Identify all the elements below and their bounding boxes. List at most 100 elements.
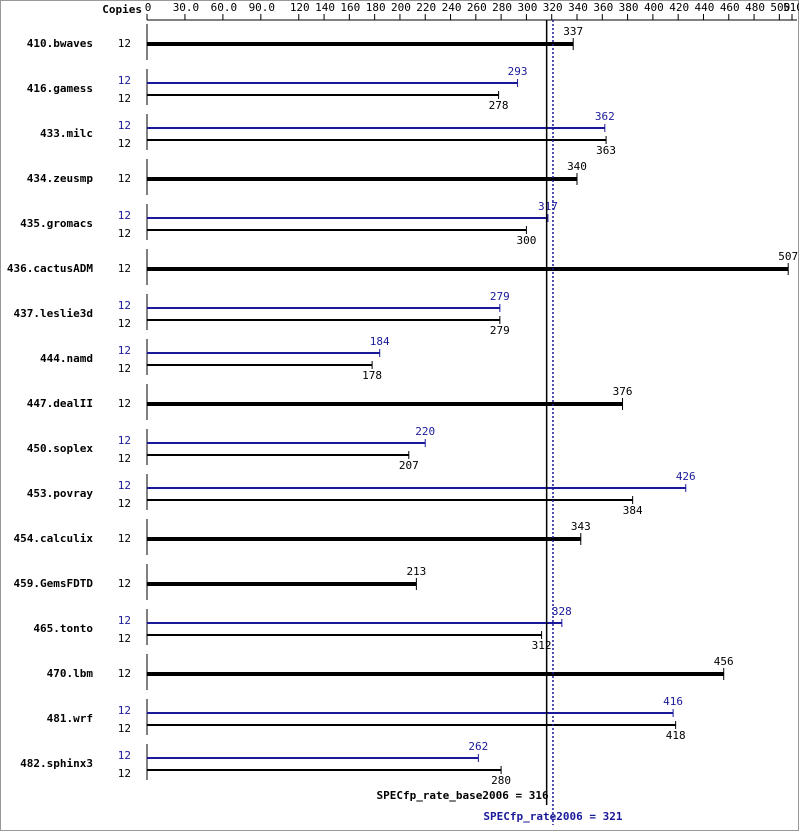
x-tick-label: 480: [745, 1, 765, 14]
bar: [147, 582, 417, 586]
value-label: 328: [552, 605, 572, 618]
category-label: 450.soplex: [27, 442, 94, 455]
reference-label: SPECfp_rate2006 = 321: [483, 810, 622, 823]
category-label: 465.tonto: [33, 622, 93, 635]
x-tick-label: 180: [366, 1, 386, 14]
bar: [147, 229, 527, 231]
x-tick-label: 0: [145, 1, 152, 14]
value-label: 362: [595, 110, 615, 123]
value-label: 384: [623, 504, 643, 517]
value-label: 507: [778, 250, 798, 263]
copies-header: Copies: [102, 3, 142, 16]
value-label: 312: [532, 639, 552, 652]
value-label: 278: [489, 99, 509, 112]
bar: [147, 537, 581, 541]
x-tick-label: 60.0: [211, 1, 238, 14]
copies-label: 12: [118, 119, 131, 132]
copies-label: 12: [118, 479, 131, 492]
category-label: 433.milc: [40, 127, 93, 140]
bar: [147, 402, 623, 406]
x-tick-label: 440: [695, 1, 715, 14]
bar: [147, 319, 500, 321]
copies-label: 12: [118, 749, 131, 762]
copies-label: 12: [118, 362, 131, 375]
copies-label: 12: [118, 452, 131, 465]
bar: [147, 454, 409, 456]
x-tick-label: 380: [619, 1, 639, 14]
bar: [147, 499, 633, 501]
category-label: 482.sphinx3: [20, 757, 93, 770]
x-tick-label: 260: [467, 1, 487, 14]
value-label: 262: [468, 740, 488, 753]
value-label: 280: [491, 774, 511, 787]
value-label: 279: [490, 290, 510, 303]
category-label: 481.wrf: [47, 712, 93, 725]
bar: [147, 352, 380, 354]
category-label: 470.lbm: [47, 667, 94, 680]
x-tick-label: 420: [669, 1, 689, 14]
copies-label: 12: [118, 397, 131, 410]
x-tick-label: 340: [568, 1, 588, 14]
category-label: 436.cactusADM: [7, 262, 93, 275]
bar: [147, 42, 574, 46]
copies-label: 12: [118, 262, 131, 275]
bar: [147, 82, 518, 84]
value-label: 343: [571, 520, 591, 533]
copies-label: 12: [118, 667, 131, 680]
x-tick-label: 120: [290, 1, 310, 14]
value-label: 293: [508, 65, 528, 78]
value-label: 178: [362, 369, 382, 382]
value-label: 426: [676, 470, 696, 483]
copies-label: 12: [118, 172, 131, 185]
value-label: 213: [406, 565, 426, 578]
category-label: 447.dealII: [27, 397, 93, 410]
x-tick-label: 140: [315, 1, 335, 14]
value-label: 279: [490, 324, 510, 337]
value-label: 220: [415, 425, 435, 438]
value-label: 376: [613, 385, 633, 398]
copies-label: 12: [118, 497, 131, 510]
bar: [147, 267, 789, 271]
bar: [147, 712, 674, 714]
copies-label: 12: [118, 137, 131, 150]
copies-label: 12: [118, 704, 131, 717]
copies-label: 12: [118, 227, 131, 240]
bar: [147, 724, 676, 726]
bar: [147, 364, 373, 366]
bar: [147, 622, 562, 624]
copies-label: 12: [118, 614, 131, 627]
x-tick-label: 240: [442, 1, 462, 14]
copies-label: 12: [118, 532, 131, 545]
category-label: 410.bwaves: [27, 37, 93, 50]
value-label: 207: [399, 459, 419, 472]
bar: [147, 217, 548, 219]
copies-label: 12: [118, 344, 131, 357]
category-label: 434.zeusmp: [27, 172, 94, 185]
copies-label: 12: [118, 317, 131, 330]
x-tick-label: 460: [720, 1, 740, 14]
copies-label: 12: [118, 632, 131, 645]
bar: [147, 634, 542, 636]
copies-label: 12: [118, 434, 131, 447]
category-label: 437.leslie3d: [14, 307, 93, 320]
bar: [147, 672, 724, 676]
x-tick-label: 320: [543, 1, 563, 14]
copies-label: 12: [118, 92, 131, 105]
x-tick-label: 360: [593, 1, 613, 14]
category-label: 416.gamess: [27, 82, 93, 95]
x-tick-label: 30.0: [173, 1, 200, 14]
x-tick-label: 300: [517, 1, 537, 14]
value-label: 456: [714, 655, 734, 668]
copies-label: 12: [118, 767, 131, 780]
category-label: 453.povray: [27, 487, 94, 500]
copies-label: 12: [118, 209, 131, 222]
value-label: 363: [596, 144, 616, 157]
copies-label: 12: [118, 299, 131, 312]
bar: [147, 757, 479, 759]
x-tick-label: 400: [644, 1, 664, 14]
value-label: 184: [370, 335, 390, 348]
x-tick-label: 280: [492, 1, 512, 14]
bar: [147, 442, 426, 444]
